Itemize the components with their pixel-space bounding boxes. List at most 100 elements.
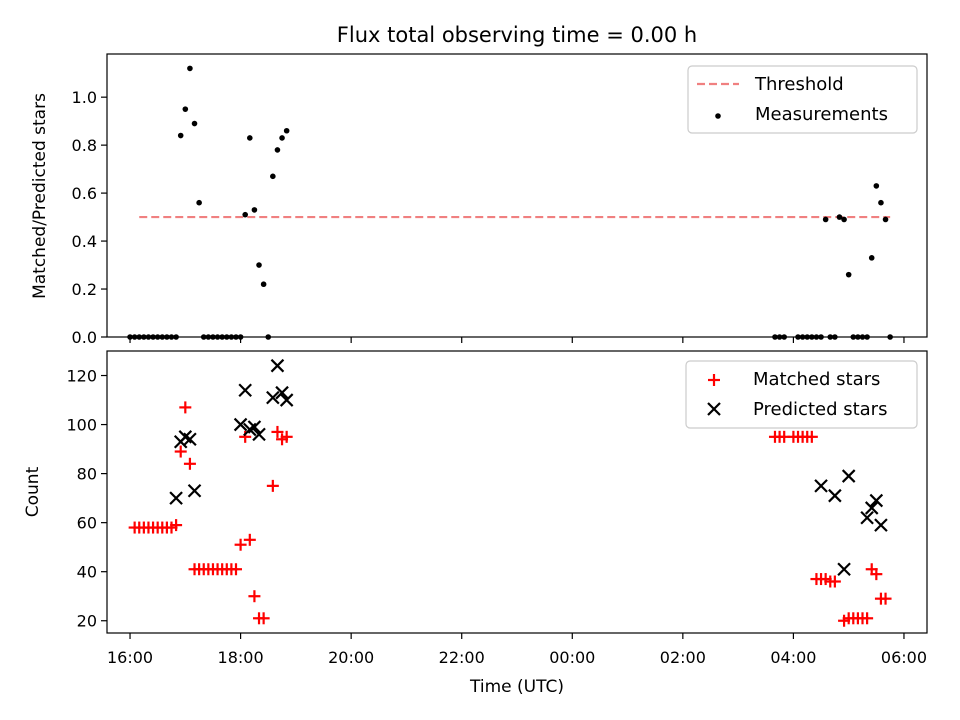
- bottom-x-tick-label: 18:00: [218, 648, 264, 667]
- matched-star-point: [879, 592, 892, 605]
- matched-star-point: [174, 445, 187, 458]
- measurements-legend-label: Measurements: [755, 104, 888, 125]
- top-y-ticks: 0.0 0.2 0.4 0.6 0.8 1.0: [72, 88, 107, 347]
- predicted-stars-legend-label: Predicted stars: [753, 399, 887, 420]
- measurements-legend-marker: [715, 113, 721, 119]
- matched-star-point: [280, 430, 293, 443]
- predicted-star-point: [275, 385, 289, 400]
- bottom-axes-frame: [106, 350, 928, 634]
- predicted-star-d2: [860, 510, 874, 525]
- matched-star-point: [179, 401, 192, 414]
- predicted-stars-legend-marker: [707, 402, 721, 416]
- threshold-legend-label: Threshold: [754, 74, 844, 95]
- predicted-star-point: [252, 427, 266, 442]
- matched-star-point: [805, 430, 818, 443]
- predicted-star-d2: [864, 501, 879, 515]
- predicted-star-point: [828, 488, 842, 503]
- predicted-star-point: [864, 501, 879, 515]
- bottom-y-ticks: 20 40 60 80 100 120: [66, 367, 107, 631]
- measurement-point: [868, 255, 875, 261]
- measurement-point: [177, 132, 184, 139]
- matched-star-point: [271, 425, 284, 438]
- measurement-point: [256, 262, 262, 268]
- measurement-point: [283, 127, 290, 134]
- bottom-y-tick-label: 20: [77, 612, 97, 631]
- predicted-star-point: [169, 491, 183, 505]
- measurement-point: [274, 147, 281, 153]
- matched-star-point: [861, 612, 874, 625]
- measurement-point: [873, 183, 880, 189]
- top-y-tick-label: 0.2: [72, 280, 97, 299]
- bottom-plot-area: [128, 358, 892, 627]
- matched-star-point: [170, 519, 183, 532]
- predicted-star-d2: [247, 420, 262, 434]
- x-axis-label: Time (UTC): [469, 677, 564, 697]
- measurement-point: [878, 199, 884, 206]
- measurement-point: [279, 135, 285, 141]
- top-x-ticks: [129, 337, 905, 343]
- predicted-star-point: [279, 393, 294, 407]
- bottom-y-axis-label: Count: [23, 466, 43, 517]
- bottom-x-tick-label: 00:00: [549, 648, 595, 667]
- bottom-x-ticks: 16:00 18:00 20:00 22:00 00:00 02:00 04:00 06:00: [107, 633, 927, 667]
- matched-star-point: [234, 538, 247, 551]
- bottom-x-tick-label: 16:00: [107, 648, 153, 667]
- bottom-legend-box: [685, 360, 918, 429]
- predicted-star-d2: [869, 493, 884, 508]
- measurement-point: [260, 281, 267, 288]
- measurement-point: [191, 120, 198, 127]
- predicted-star-d2: [187, 483, 202, 498]
- top-legend: Threshold Measurements: [687, 65, 918, 134]
- predicted-star-point: [238, 383, 252, 398]
- matched-stars-legend-marker: [708, 374, 720, 386]
- measurement-point: [247, 135, 253, 141]
- matched-star-point: [266, 479, 279, 492]
- matched-star-point: [870, 568, 883, 581]
- top-y-tick-label: 0.4: [72, 232, 97, 251]
- predicted-star-point: [837, 562, 851, 577]
- measurement-point: [822, 216, 829, 223]
- predicted-star-point: [233, 417, 248, 432]
- measurement-point: [836, 214, 843, 220]
- top-y-tick-label: 1.0: [72, 88, 97, 107]
- top-y-tick-label: 0.0: [72, 328, 97, 347]
- predicted-star-point: [247, 420, 262, 434]
- measurement-point: [841, 216, 847, 223]
- measurement-point: [270, 173, 276, 180]
- matched-stars-legend-label: Matched stars: [753, 369, 880, 390]
- predicted-star-d2: [841, 469, 856, 483]
- bottom-y-tick-label: 40: [77, 563, 97, 582]
- predicted-star-point: [874, 518, 888, 532]
- matched-star-point: [257, 612, 270, 625]
- measurement-point: [845, 271, 852, 278]
- bottom-legend: Matched stars Predicted stars: [685, 360, 918, 429]
- matched-star-point: [243, 533, 256, 546]
- predicted-star-d2: [275, 385, 289, 400]
- bottom-y-tick-label: 60: [77, 514, 97, 533]
- predicted-star-point: [270, 358, 285, 373]
- bottom-y-tick-label: 80: [77, 465, 97, 484]
- bottom-x-tick-label: 02:00: [660, 648, 706, 667]
- bottom-x-tick-label: 06:00: [881, 648, 927, 667]
- predicted-star-d2: [814, 479, 828, 493]
- matched-star-point: [229, 563, 242, 576]
- predicted-star-point: [860, 510, 874, 525]
- top-y-tick-label: 0.6: [72, 184, 97, 203]
- measurement-point: [882, 216, 889, 223]
- matched-star-point: [248, 590, 261, 603]
- measurement-point: [187, 65, 193, 72]
- predicted-star-d2: [233, 417, 248, 432]
- bottom-x-tick-label: 20:00: [328, 648, 374, 667]
- predicted-star-point: [266, 390, 280, 405]
- predicted-star-d2: [252, 427, 266, 442]
- top-y-axis-label: Matched/Predicted stars: [30, 93, 50, 299]
- top-legend-box: [687, 65, 918, 134]
- predicted-star-d2: [183, 432, 197, 447]
- measurement-point: [242, 211, 249, 218]
- chart-title: Flux total observing time = 0.00 h: [337, 23, 697, 47]
- top-axes-frame: [106, 53, 928, 338]
- predicted-star-d2: [266, 390, 280, 405]
- predicted-star-d2: [178, 430, 193, 444]
- predicted-star-d2: [169, 491, 183, 505]
